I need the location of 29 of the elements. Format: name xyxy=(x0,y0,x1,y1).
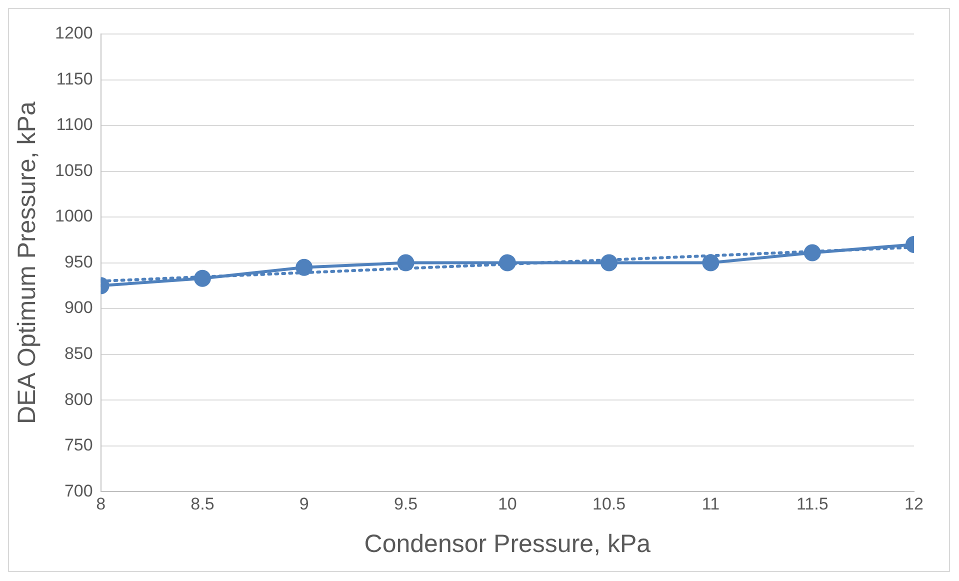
x-tick-label: 11 xyxy=(702,494,720,514)
x-tick-label: 9.5 xyxy=(394,494,418,514)
y-tick-label: 1000 xyxy=(54,206,93,226)
y-tick-label: 850 xyxy=(64,344,93,364)
y-tick-label: 1100 xyxy=(56,115,93,134)
y-tick-label: 700 xyxy=(64,481,93,500)
x-tick-label: 10 xyxy=(498,494,517,514)
y-tick-label: 1050 xyxy=(54,160,93,180)
point xyxy=(296,258,313,276)
x-tick-label: 8.5 xyxy=(190,494,214,514)
x-tick-label: 11.5 xyxy=(796,494,828,514)
y-tick-label: 800 xyxy=(64,390,93,409)
x-tick-label: 9 xyxy=(299,494,309,514)
y-tick-label: 1200 xyxy=(54,24,93,43)
x-tick-label: 12 xyxy=(904,494,924,514)
point xyxy=(702,254,720,272)
point xyxy=(498,254,516,272)
y-tick-label: 950 xyxy=(64,252,93,272)
y-tick-label: 750 xyxy=(64,436,93,455)
x-tick-label: 8 xyxy=(96,494,106,514)
y-tick-label: 900 xyxy=(64,298,93,318)
point xyxy=(397,254,414,272)
y-axis-title: DEA Optimum Pressure, kPa xyxy=(12,102,41,424)
point xyxy=(804,244,821,262)
x-tick-label: 10.5 xyxy=(592,494,626,514)
x-axis-title: Condensor Pressure, kPa xyxy=(364,530,651,558)
point xyxy=(194,270,211,287)
point xyxy=(600,254,618,272)
y-tick-label: 1150 xyxy=(56,69,93,88)
